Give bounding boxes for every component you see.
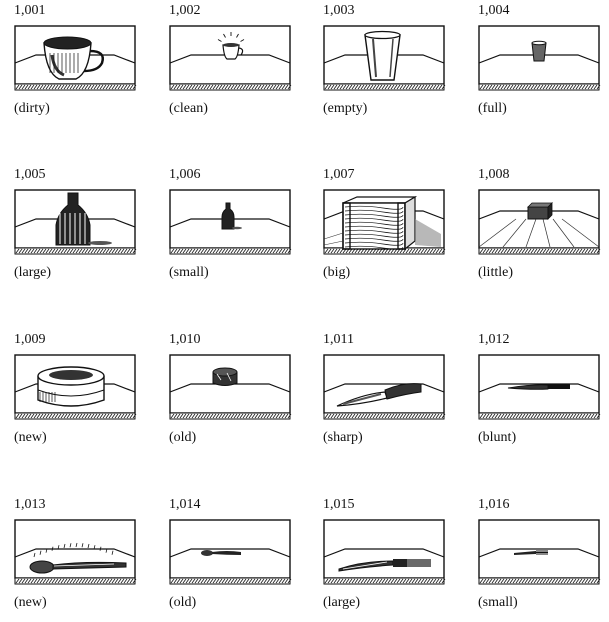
picture-caption: (full)	[478, 101, 507, 116]
picture-illustration	[169, 189, 292, 255]
picture-caption: (new)	[14, 595, 47, 610]
fork-small-drawing	[514, 550, 548, 555]
tin-old-drawing	[212, 367, 238, 386]
picture-number: 1,015	[323, 497, 355, 512]
picture-number: 1,010	[169, 332, 201, 347]
picture-number: 1,006	[169, 167, 201, 182]
picture-cell: 1,003 (empty)	[323, 3, 449, 128]
picture-caption: (large)	[323, 595, 361, 610]
picture-number: 1,011	[323, 332, 354, 347]
picture-illustration	[14, 354, 137, 420]
picture-illustration	[323, 189, 446, 255]
picture-illustration	[14, 25, 137, 91]
crate-big-drawing	[323, 195, 441, 251]
picture-illustration	[323, 519, 446, 585]
picture-cell: 1,012 (blunt)	[478, 332, 604, 457]
bottle-small-drawing	[221, 202, 242, 230]
picture-number: 1,008	[478, 167, 510, 182]
picture-caption: (clean)	[169, 101, 208, 116]
picture-cell: 1,009 (new)	[14, 332, 140, 457]
picture-caption: (empty)	[323, 101, 368, 116]
picture-cell: 1,007 (big)	[323, 167, 449, 292]
picture-cell: 1,015 (large)	[323, 497, 449, 622]
cup-dirty-drawing	[43, 36, 104, 80]
tin-new-drawing	[37, 366, 105, 407]
picture-cell: 1,014 (old)	[169, 497, 295, 622]
picture-number: 1,003	[323, 3, 355, 18]
picture-cell: 1,016 (small)	[478, 497, 604, 622]
picture-cell: 1,011 (sharp)	[323, 332, 449, 457]
bottle-large-drawing	[55, 192, 112, 246]
picture-cell: 1,008 (little)	[478, 167, 604, 292]
picture-illustration	[323, 25, 446, 91]
spoon-old-drawing	[201, 550, 241, 556]
picture-illustration	[169, 354, 292, 420]
picture-illustration	[14, 189, 137, 255]
picture-cell: 1,013 (new)	[14, 497, 140, 622]
picture-number: 1,005	[14, 167, 46, 182]
picture-caption: (big)	[323, 265, 351, 280]
picture-number: 1,001	[14, 3, 46, 18]
picture-number: 1,004	[478, 3, 510, 18]
picture-number: 1,009	[14, 332, 46, 347]
picture-caption: (small)	[478, 595, 518, 610]
picture-caption: (small)	[169, 265, 209, 280]
picture-cell: 1,005 (large)	[14, 167, 140, 292]
picture-illustration	[169, 25, 292, 91]
picture-number: 1,016	[478, 497, 510, 512]
picture-cell: 1,010 (old)	[169, 332, 295, 457]
picture-number: 1,007	[323, 167, 355, 182]
picture-illustration	[478, 519, 601, 585]
picture-caption: (dirty)	[14, 101, 50, 116]
picture-cell: 1,004 (full)	[478, 3, 604, 128]
knife-blunt-drawing	[507, 384, 570, 390]
spoon-new-drawing	[29, 542, 127, 574]
picture-illustration	[478, 25, 601, 91]
knife-sharp-drawing	[336, 383, 422, 407]
picture-illustration	[478, 189, 601, 255]
picture-illustration	[14, 519, 137, 585]
picture-number: 1,002	[169, 3, 201, 18]
picture-caption: (blunt)	[478, 430, 517, 445]
picture-number: 1,012	[478, 332, 510, 347]
glass-full-drawing	[531, 40, 547, 62]
picture-cell: 1,001 (dirty)	[14, 3, 140, 128]
cup-clean-drawing	[217, 32, 245, 60]
picture-caption: (large)	[14, 265, 52, 280]
picture-illustration	[169, 519, 292, 585]
picture-caption: (old)	[169, 595, 197, 610]
picture-number: 1,014	[169, 497, 201, 512]
picture-caption: (little)	[478, 265, 513, 280]
picture-number: 1,013	[14, 497, 46, 512]
crate-little-drawing	[478, 202, 600, 248]
picture-caption: (sharp)	[323, 430, 363, 445]
picture-caption: (new)	[14, 430, 47, 445]
picture-caption: (old)	[169, 430, 197, 445]
fork-large-drawing	[338, 559, 431, 572]
glass-empty-drawing	[364, 30, 401, 81]
picture-cell: 1,002 (clean)	[169, 3, 295, 128]
picture-cell: 1,006 (small)	[169, 167, 295, 292]
picture-illustration	[478, 354, 601, 420]
picture-illustration	[323, 354, 446, 420]
